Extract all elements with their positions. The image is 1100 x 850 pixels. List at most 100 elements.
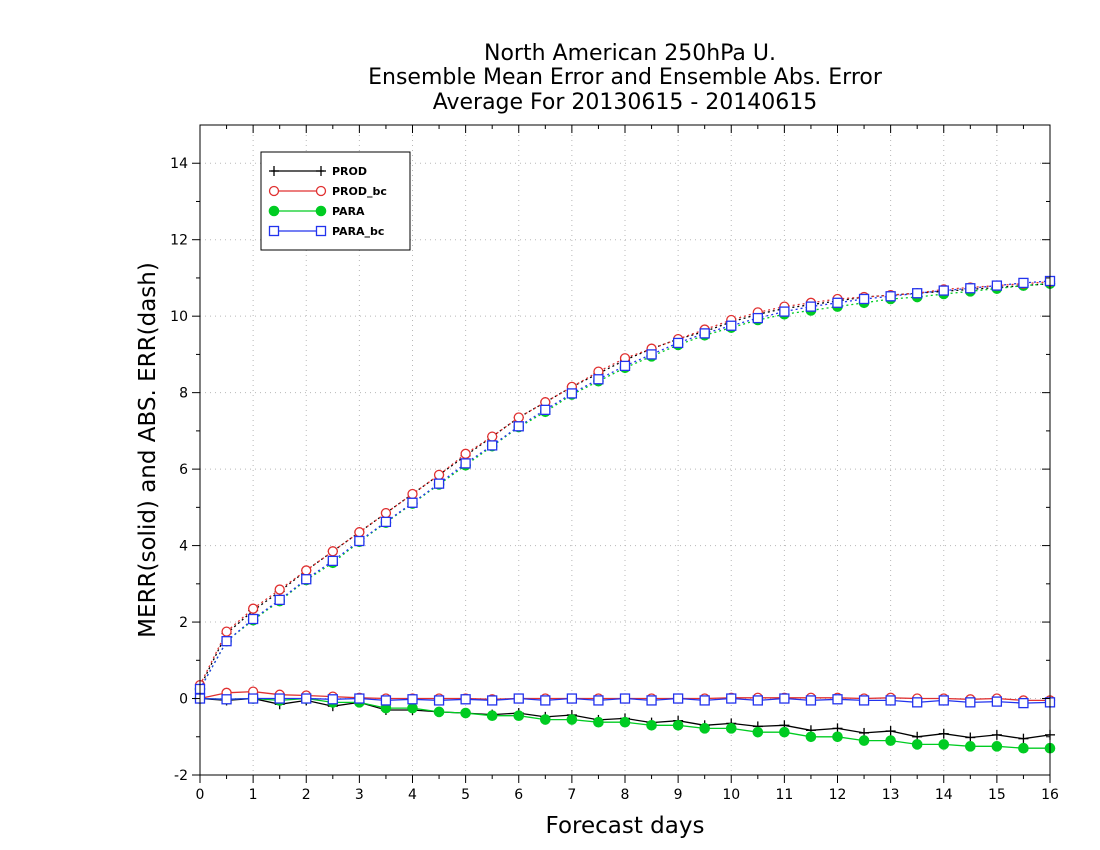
series-para-bc-abs-error-point — [805, 301, 817, 312]
series-para-bc-mean-error-point — [1018, 697, 1029, 709]
series-para-mean-error-point-shape — [1018, 742, 1029, 754]
series-para-bc-abs-error-point — [513, 421, 524, 432]
series-para-bc-abs-error-point — [912, 288, 923, 299]
series-para-bc-mean-error-point — [991, 696, 1003, 707]
series-prod-bc-abs-error-point — [407, 488, 418, 500]
series-para-bc-mean-error-point — [566, 693, 578, 704]
y-tick-label: 6 — [179, 462, 188, 478]
series-para-bc-abs-error-point — [221, 636, 232, 647]
series-para-bc-abs-error-point-shape — [752, 312, 763, 324]
series-para-bc-abs-error-point — [327, 555, 338, 567]
chart-title: North American 250hPa U. Ensemble Mean E… — [368, 41, 883, 115]
x-tick-label: 4 — [408, 787, 417, 803]
series-para-bc — [194, 275, 1056, 709]
series-para-bc-mean-error-point-shape — [433, 695, 445, 706]
series-para-bc-mean-error-point — [380, 695, 392, 706]
series-prod-bc-abs-error-point-shape — [487, 431, 498, 442]
series-para-bc-mean-error-point-shape — [991, 696, 1003, 707]
series-para-bc-mean-error-point-shape — [779, 693, 790, 704]
series-para-mean-error-point-shape — [779, 726, 790, 738]
series-prod-mean-error-point — [938, 728, 949, 739]
y-tick-label: 0 — [179, 692, 188, 708]
series-para-mean-error-point — [566, 714, 578, 725]
series-para-bc-mean-error-point-shape — [965, 697, 976, 708]
series-para-bc-mean-error-point-shape — [487, 695, 498, 706]
series-para-bc-abs-error-point — [593, 374, 604, 385]
x-tick-label: 11 — [775, 787, 793, 803]
series-para-mean-error-point — [805, 731, 817, 743]
series-para-mean-error-point-shape — [805, 731, 817, 743]
x-tick-label: 16 — [1041, 787, 1059, 803]
x-axis-label: Forecast days — [546, 813, 705, 839]
series-para-bc-abs-error-point — [1018, 277, 1029, 289]
legend-item-prod-bc-marker-start-shape — [268, 185, 280, 197]
series-para-bc-abs-error-point-shape — [540, 404, 551, 416]
legend-box — [260, 151, 411, 251]
series-para-bc-mean-error-point — [460, 694, 471, 705]
series-para-bc-mean-error-point-shape — [699, 695, 710, 706]
series-para-bc-abs-error-point — [885, 291, 896, 302]
series-para-mean-error-point — [672, 719, 684, 731]
series-prod-mean-error-point — [991, 729, 1002, 740]
series-prod-bc-abs-error-point-shape — [407, 488, 418, 500]
series-prod-bc-abs-error-point — [513, 412, 524, 423]
series-prod-bc-abs-error-point — [460, 448, 471, 459]
series-para-mean-error-point-shape — [593, 716, 604, 728]
series-para-bc-mean-error-point — [513, 693, 524, 704]
series-para-bc-mean-error-point-shape — [672, 693, 684, 704]
x-tick-label: 13 — [882, 787, 900, 803]
series-para-bc-abs-error-point — [938, 285, 949, 296]
series-para-bc-abs-error-point-shape — [274, 594, 285, 606]
series-prod-bc-abs-error-point-shape — [433, 469, 445, 481]
series-para-mean-error-point-shape — [911, 739, 923, 750]
x-tick-label: 14 — [935, 787, 953, 803]
series-para-mean-error-point — [619, 716, 631, 728]
x-tick-label: 0 — [196, 787, 205, 803]
series-para-mean-error-point — [991, 741, 1003, 752]
series-prod-bc-abs-error-point-shape — [274, 584, 285, 595]
series-para-mean-error-point-shape — [965, 741, 976, 752]
series-para-bc-mean-error-point-shape — [460, 694, 471, 705]
series-para-bc-mean-error-point-shape — [1018, 697, 1029, 709]
series-para-bc-mean-error-point-shape — [912, 697, 923, 708]
x-tick-label: 10 — [722, 787, 740, 803]
series-para-bc-mean-error-point — [354, 693, 365, 704]
series-para-mean-error-point — [540, 714, 551, 725]
series-para-bc-mean-error-point — [540, 695, 551, 706]
legend-item-prod-bc-marker-end — [315, 185, 327, 197]
series-para-bc-mean-error-point — [858, 695, 870, 706]
series-para-bc-mean-error-point-shape — [726, 693, 737, 704]
y-tick-label: 2 — [179, 615, 188, 631]
series-para-bc-mean-error-point — [779, 693, 790, 704]
series-para-bc-mean-error-point-shape — [646, 695, 657, 706]
x-tick-label: 1 — [249, 787, 258, 803]
series-para-mean-error-point-shape — [752, 726, 764, 738]
series-para-bc-abs-error-point — [354, 535, 365, 547]
series-para-bc-abs-error-point — [858, 293, 870, 305]
series-para-mean-error-point-shape — [646, 719, 657, 731]
series-para-bc-abs-error-point-shape — [805, 301, 817, 312]
series-para-bc-mean-error-point — [726, 693, 737, 704]
series-para-bc-abs-error-point-shape — [433, 478, 445, 489]
series-prod-bc-abs-error-point — [221, 626, 232, 637]
legend-item-para-marker-end-shape — [315, 205, 327, 217]
series-para-bc-mean-error-point — [646, 695, 657, 706]
series-para-mean-error-point-shape — [725, 723, 737, 734]
series-prod-bc-abs-error-point — [327, 546, 338, 557]
series-para-mean-error-point-shape — [619, 716, 631, 728]
series-para-mean-error-point-shape — [885, 735, 896, 746]
series-para-bc-mean-error-point-shape — [274, 693, 285, 704]
series-para-bc-abs-error-point — [965, 283, 976, 294]
series-para-bc-mean-error-point — [487, 695, 498, 706]
series-para-mean-error-point-shape — [407, 702, 418, 714]
series-para-bc-mean-error-point — [593, 695, 604, 706]
series-para-bc-abs-error-point — [832, 297, 843, 308]
legend-item-para-bc-marker-end — [315, 225, 327, 237]
x-tick-label: 6 — [514, 787, 523, 803]
series-para-mean-error-point-shape — [486, 710, 498, 722]
chart-title-line-2: Ensemble Mean Error and Ensemble Abs. Er… — [368, 65, 883, 90]
series-prod-bc-abs-error-point-shape — [354, 527, 365, 538]
legend-item-para-bc-label: PARA_bc — [332, 225, 384, 238]
series-para-bc-abs-error-point-shape — [699, 328, 710, 339]
series-layer — [194, 275, 1056, 754]
